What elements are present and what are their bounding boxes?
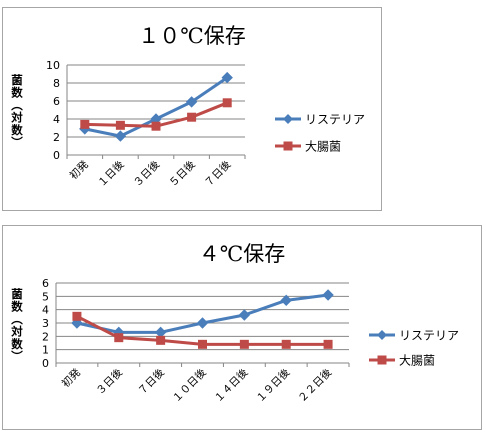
y-tick-label: 4: [42, 304, 49, 317]
legend-marker: [377, 355, 387, 365]
data-point: [322, 289, 334, 301]
x-tick-label: ７日後: [202, 158, 234, 190]
x-tick-label: ２２日後: [295, 366, 334, 405]
chart-panel-4c: ４℃保存 0 1 2 3 4 5 6 初発 ３日後 ７日後 １０日後 １４日後 １９日後 ２２日後 菌数（対…: [2, 225, 482, 430]
x-tick-label: １４日後: [212, 366, 251, 405]
legend-label: リステリア: [305, 113, 365, 127]
legend-marker: [377, 330, 387, 340]
data-point: [198, 339, 207, 349]
data-point: [280, 294, 292, 307]
legend-label: リステリア: [399, 329, 459, 343]
data-point: [114, 130, 127, 142]
y-axis-label: 菌数（対数）: [10, 73, 24, 149]
y-tick-label: 0: [42, 357, 49, 370]
y-tick-label: 5: [42, 290, 49, 303]
x-tick-label: １０日後: [170, 366, 209, 405]
x-tick-label: １９日後: [253, 366, 292, 405]
data-point: [281, 339, 291, 349]
legend-label: 大腸菌: [399, 354, 435, 368]
legend-label: 大腸菌: [305, 140, 341, 154]
chart-panel-10c: １０℃保存 0 2 4 6 8 10 初発 １日後 ３日後 ５日後 ７日後 菌数（対数） リステリア大腸…: [2, 7, 382, 211]
data-point: [196, 317, 209, 329]
data-point: [114, 333, 124, 343]
y-tick-label: 2: [53, 131, 60, 144]
y-tick-label: 6: [42, 277, 49, 290]
data-point: [185, 96, 198, 108]
data-point: [156, 335, 166, 345]
x-tick-label: ３日後: [93, 366, 125, 398]
y-tick-label: 0: [53, 149, 60, 162]
data-point: [323, 339, 333, 349]
y-tick-label: 10: [46, 59, 60, 72]
x-tick-label: 初発: [67, 158, 91, 182]
x-tick-label: ５日後: [166, 158, 198, 190]
y-tick-label: 8: [53, 77, 60, 90]
y-tick-label: 2: [42, 330, 49, 343]
x-tick-label: 初発: [59, 366, 83, 390]
chart-title: ４℃保存: [198, 242, 286, 266]
x-tick-label: １日後: [95, 158, 127, 190]
x-tick-label: ７日後: [135, 366, 167, 398]
y-tick-label: 3: [42, 317, 49, 330]
y-tick-label: 4: [53, 113, 60, 126]
data-point: [115, 120, 125, 130]
x-tick-label: ３日後: [131, 158, 163, 190]
data-point: [238, 309, 251, 321]
legend-marker: [283, 141, 293, 151]
data-point: [72, 311, 82, 321]
chart-title: １０℃保存: [138, 24, 246, 48]
data-point: [239, 339, 249, 349]
legend-marker: [283, 114, 293, 124]
y-tick-label: 6: [53, 95, 60, 108]
y-axis-label: 菌数（対数）: [10, 287, 24, 363]
y-tick-label: 1: [42, 344, 49, 357]
data-point: [151, 121, 161, 131]
data-point: [221, 71, 233, 84]
data-point: [222, 98, 232, 108]
data-point: [80, 119, 90, 129]
data-point: [187, 112, 197, 122]
